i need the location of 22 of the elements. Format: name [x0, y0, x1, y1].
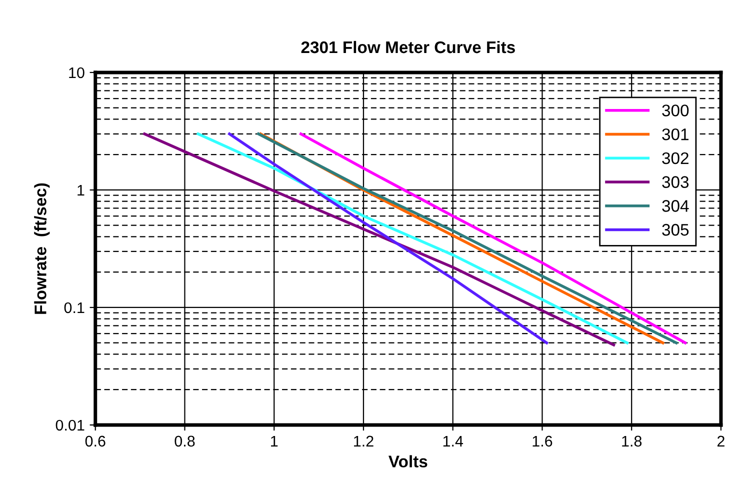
line-series — [228, 132, 548, 344]
y-axis-title: Flowrate (ft/sec) — [34, 183, 50, 314]
legend-label: 304 — [662, 200, 689, 212]
x-tick-label: 1.4 — [443, 436, 464, 446]
x-tick-label: 0.8 — [174, 436, 195, 447]
x-tick-label: 1.8 — [622, 436, 642, 447]
legend-label: 302 — [662, 152, 688, 164]
y-tick-label: 0.1 — [64, 302, 84, 314]
x-tick-label: 0.6 — [85, 436, 106, 447]
x-tick-label: 1 — [271, 436, 278, 446]
legend-label: 305 — [662, 224, 689, 236]
y-tick-label: 10 — [69, 67, 84, 78]
chart-title: 2301 Flow Meter Curve Fits — [301, 40, 515, 54]
x-tick-label: 1.6 — [532, 436, 552, 447]
x-tick-label: 2 — [717, 436, 724, 446]
legend-label: 303 — [662, 176, 689, 188]
y-tick-label: 1 — [78, 184, 84, 196]
y-tick-label: 0.01 — [56, 420, 84, 431]
x-axis-title: Volts — [388, 455, 428, 468]
legend-label: 300 — [662, 104, 689, 116]
x-tick-label: 1.2 — [354, 436, 374, 446]
legend-label: 301 — [662, 128, 688, 140]
